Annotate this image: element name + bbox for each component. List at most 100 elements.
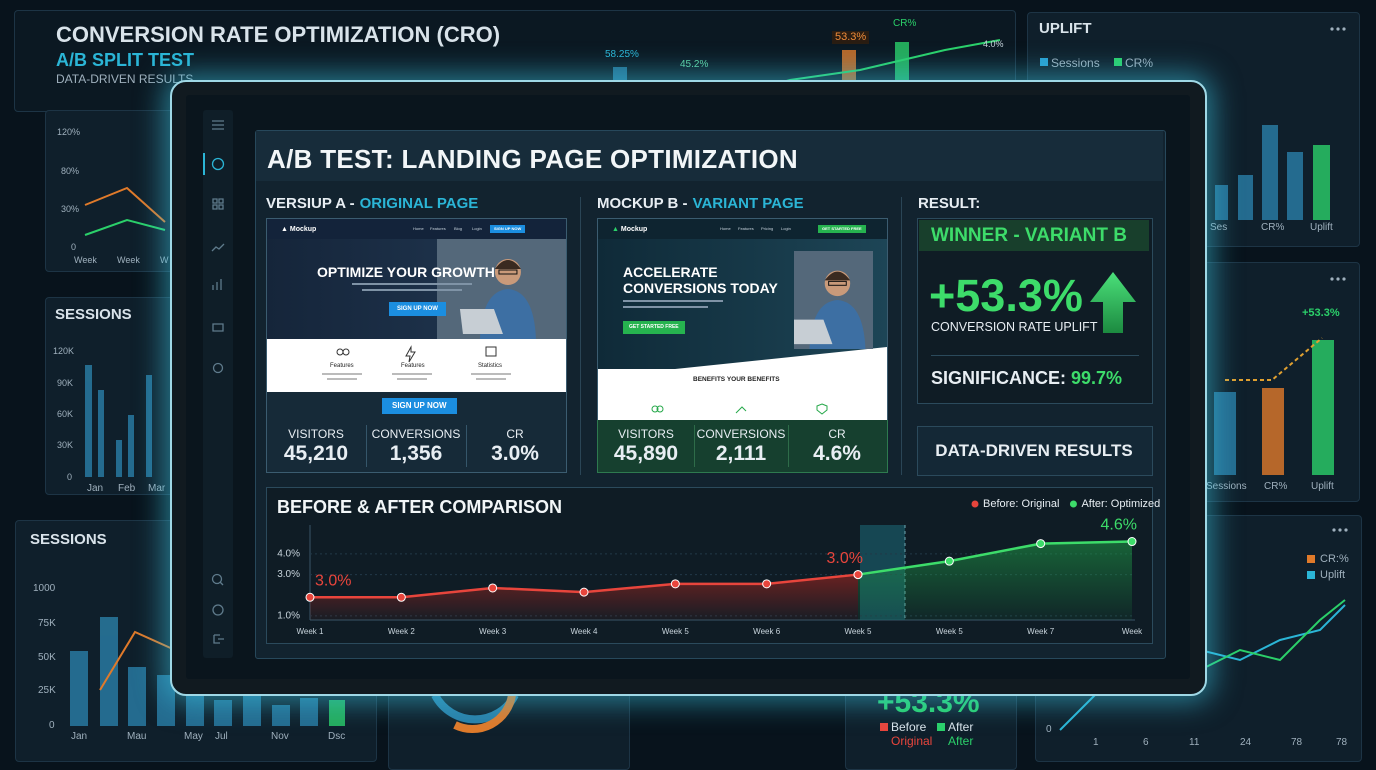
x-tick-label: Week 4 [571,627,599,636]
stat-label: CR [506,427,524,441]
bg-legend: Original [891,734,933,748]
feature-label: Statistics [478,363,503,369]
text-line [623,306,708,308]
decoration [1330,277,1334,281]
point [305,592,315,602]
annotation: 3.0% [827,550,863,567]
footer-box [917,426,1153,476]
decoration [100,617,118,726]
decoration [1312,340,1334,475]
decoration [342,348,350,356]
hero-cta[interactable]: SIGN UP NOW [389,302,446,316]
nav-item[interactable]: Home [413,226,424,231]
search-icon[interactable] [211,573,223,585]
bg-ytick: 120% [57,127,81,137]
decoration [1332,528,1336,532]
bg-legend: After [948,720,974,734]
decoration [84,218,166,236]
bg-panel-title: UPLIFT [1039,20,1092,37]
decoration [651,403,828,415]
decoration [157,675,175,726]
decoration [98,390,104,477]
y-tick-label: 1.0% [277,611,300,622]
nav-item[interactable]: Pricing [761,226,774,231]
decoration [203,153,205,175]
decoration [1342,27,1346,31]
sidebar [203,110,233,658]
bg-panel-title: SESSIONS [30,531,107,548]
search-icon-2[interactable] [212,362,224,374]
decoration [392,373,432,375]
bg-ytick: 75K [38,618,56,629]
hero-cta[interactable]: GET STARTED FREE [623,321,685,334]
hero-headline: ACCELERATE [623,264,718,280]
bg-label: 4.0% [983,39,1004,49]
mockup-a: ▲ Mockup Home Features Blog Login SIGN U… [266,218,567,394]
decoration [1336,27,1340,31]
nav-item[interactable]: Login [472,226,482,231]
divider [901,197,902,475]
bg-tagline: DATA-DRIVEN RESULTS [56,72,194,86]
nav-item[interactable]: Blog [454,226,463,231]
bg-ytick: 120K [53,346,75,356]
nav-item[interactable]: Features [738,226,754,231]
decoration [214,700,232,726]
decoration: ▲ [612,226,619,233]
grid-icon[interactable] [212,198,224,210]
annotation: 4.6% [1101,517,1137,534]
decoration [656,405,664,413]
bg-label: +53.3% [1302,307,1340,319]
bg-category: 11 [1189,737,1200,748]
version-name: VARIANT PAGE [692,195,804,212]
stat-value: 45,210 [283,442,349,465]
nav-button[interactable]: GET STARTED FREE [818,225,866,233]
trend-icon[interactable] [211,243,225,252]
point [1036,539,1046,549]
text-line [352,283,472,285]
bg-ytick: 90K [57,378,74,388]
nav-item[interactable]: Login [781,226,791,231]
bg-title: CONVERSION RATE OPTIMIZATION (CRO) [56,22,501,47]
panel-title: A/B TEST: LANDING PAGE OPTIMIZATION [267,144,798,174]
logout-icon[interactable] [213,634,224,644]
decoration [494,260,521,269]
bg-category: Sessions [1206,481,1247,492]
bg-panel-title: SESSIONS [55,306,132,323]
uplift-caption: CONVERSION RATE UPLIFT [931,320,1098,334]
decoration [485,346,497,357]
nav-item[interactable]: Features [430,226,446,231]
dashboard-icon[interactable] [211,157,225,171]
bg-category: 24 [1240,737,1252,748]
result-heading: RESULT: [918,195,981,212]
decoration [1307,571,1315,579]
nav-button[interactable]: SIGN UP NOW [490,225,526,233]
bg-ytick: 0 [67,472,73,482]
menu-icon[interactable] [212,120,224,130]
decoration [1262,388,1284,475]
decoration [476,378,506,380]
decoration [1338,528,1342,532]
decoration [1342,277,1346,281]
decoration [116,440,122,477]
decoration [816,403,828,415]
version-name: ORIGINAL PAGE [359,195,479,212]
settings-icon[interactable] [212,604,224,616]
signup-button[interactable]: SIGN UP NOW [382,398,457,414]
decoration [498,269,518,275]
decoration [1199,599,1346,671]
decoration [1336,277,1340,281]
significance-label: SIGNIFICANCE: [931,368,1066,388]
bg-category: CR% [1261,222,1285,233]
nav-item[interactable]: Home [720,226,731,231]
message-icon[interactable] [212,323,224,332]
decoration [322,373,511,380]
benefit-icons [651,403,828,415]
decoration [828,280,847,286]
divider [580,197,581,475]
decoration [128,415,134,477]
point [670,579,680,589]
bg-legend: Sessions [1051,56,1100,70]
bars-icon[interactable] [212,279,222,290]
